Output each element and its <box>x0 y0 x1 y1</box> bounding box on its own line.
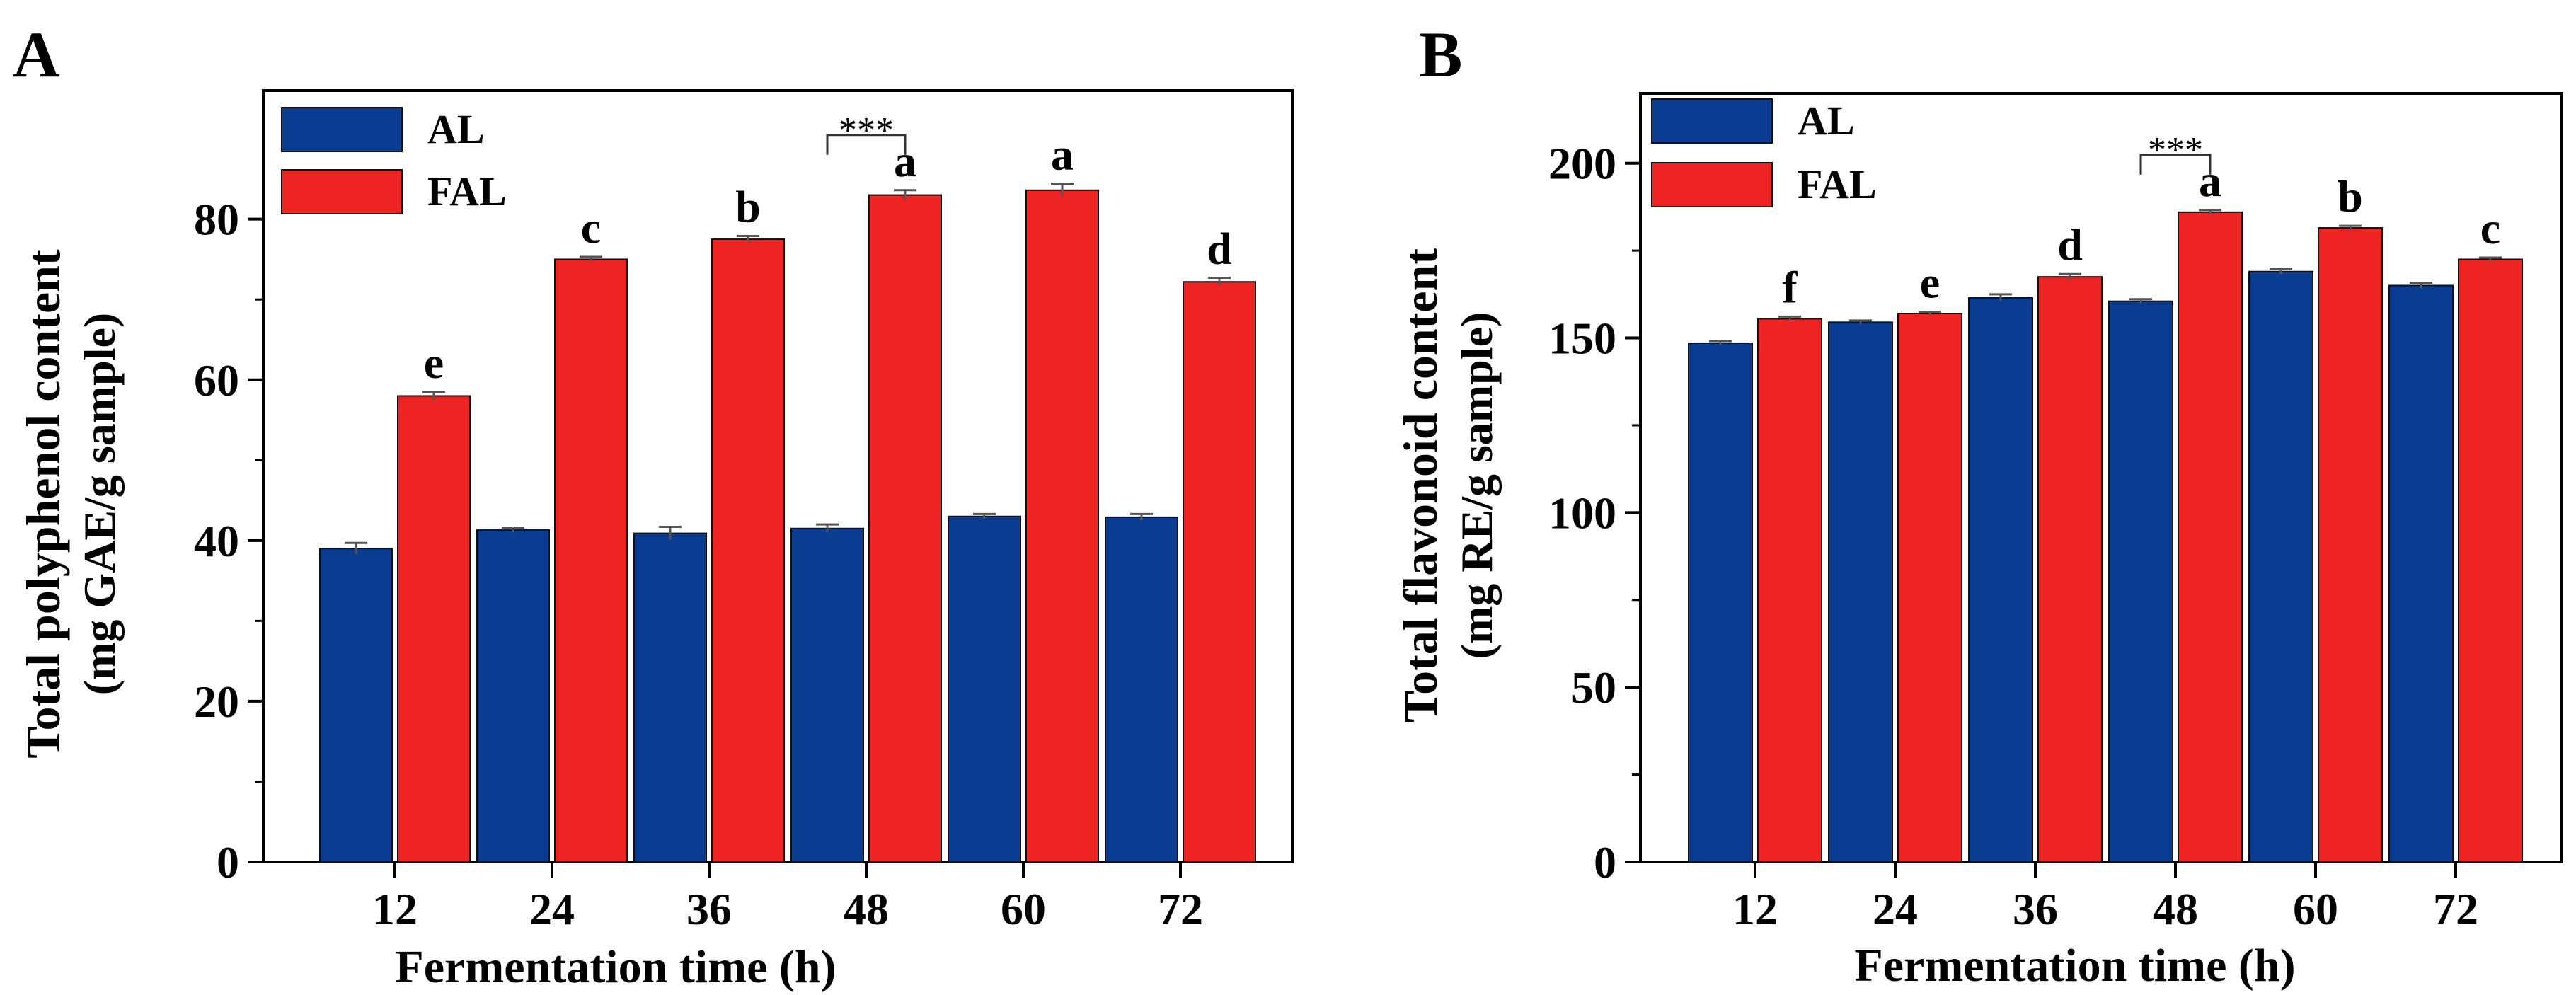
panel-a-letter-60: a <box>1051 130 1074 180</box>
panel-a-x-axis-title: Fermentation time (h) <box>395 941 836 993</box>
panel-a-x-tick-label: 24 <box>529 884 575 934</box>
panel-b-legend-swatch-fal <box>1651 162 1773 207</box>
panel-a-letter-36: b <box>735 182 761 232</box>
panel-b-bar-al-12 <box>1688 342 1753 863</box>
panel-a-y-title-line2: (mg GAE/g sample) <box>74 313 125 695</box>
panel-b-bar-fal-24 <box>1897 312 1962 863</box>
panel-b-x-tick-label: 60 <box>2293 884 2338 934</box>
panel-a-y-tick-label: 20 <box>194 677 239 727</box>
panel-b-bar-fal-36 <box>2037 276 2103 863</box>
panel-a-letter-24: c <box>581 202 601 253</box>
panel-b-x-tick-label: 72 <box>2433 884 2478 934</box>
panel-b-y-tick-label: 0 <box>1594 837 1616 887</box>
panel-b-letter-72: c <box>2480 203 2500 253</box>
panel-a-bar-fal-24 <box>554 258 628 863</box>
panel-b-x-tick-label: 12 <box>1732 884 1778 934</box>
panel-a-legend-label-al: AL <box>427 106 485 152</box>
panel-b-legend-label-fal: FAL <box>1798 161 1877 207</box>
panel-b-x-tick-label: 36 <box>2013 884 2058 934</box>
panel-b-bar-fal-12 <box>1757 318 1822 863</box>
panel-b-significance-label: *** <box>2148 130 2203 171</box>
panel-a-x-tick-label: 12 <box>372 884 418 934</box>
panel-a-significance-label: *** <box>839 110 894 151</box>
panel-b-bar-al-72 <box>2388 284 2454 863</box>
panel-a-bar-al-12 <box>319 548 393 863</box>
panel-b-bar-al-48 <box>2108 300 2173 863</box>
panel-b-bar-al-60 <box>2248 270 2313 863</box>
panel-b-x-tick-label: 24 <box>1873 884 1918 934</box>
panel-a-x-tick-label: 60 <box>1001 884 1046 934</box>
panel-a-significance-bracket <box>826 134 907 155</box>
panel-a-label: A <box>13 18 59 91</box>
panel-a-x-tick-label: 48 <box>844 884 889 934</box>
panel-b-legend-label-al: AL <box>1798 98 1855 144</box>
panel-a-bar-fal-48 <box>868 194 942 863</box>
panel-a-x-tick-label: 72 <box>1158 884 1203 934</box>
panel-a-bar-al-60 <box>948 515 1021 863</box>
panel-a-bar-fal-12 <box>397 395 471 863</box>
panel-b-letter-60: b <box>2338 171 2363 222</box>
panel-b-x-tick-label: 48 <box>2153 884 2198 934</box>
panel-a-y-tick-label: 40 <box>194 516 239 566</box>
panel-b-y-tick-label: 150 <box>1548 314 1616 364</box>
panel-a-bar-fal-36 <box>711 238 785 863</box>
panel-a-y-tick-label: 0 <box>217 837 239 887</box>
panel-a-legend-label-fal: FAL <box>427 168 507 214</box>
panel-b-letter-12: f <box>1782 262 1798 312</box>
chart-panel-b: B Total flavonoid content (mg RE/g sampl… <box>1393 18 2563 991</box>
panel-a-legend-swatch-fal <box>281 169 403 214</box>
panel-a-bar-fal-72 <box>1183 281 1256 863</box>
panel-b-legend-swatch-al <box>1651 98 1773 144</box>
panel-b-bar-al-24 <box>1828 321 1893 863</box>
panel-a-legend-swatch-al <box>281 107 403 152</box>
panel-b-x-axis-title: Fermentation time (h) <box>1854 940 2295 991</box>
panel-b-y-tick-label: 200 <box>1548 139 1616 189</box>
panel-b-y-title-line1: Total flavonoid content <box>1393 248 1447 723</box>
panel-b-letter-24: e <box>1920 258 1940 308</box>
chart-panel-a: A Total polyphenol content (mg GAE/g sam… <box>13 18 1294 993</box>
panel-b-bar-fal-60 <box>2318 227 2383 863</box>
panel-b-label: B <box>1419 18 1462 91</box>
panel-b-significance-bracket <box>2139 154 2212 175</box>
panel-a-bar-fal-60 <box>1025 189 1099 863</box>
panel-b-bar-al-36 <box>1968 297 2033 863</box>
panel-a-x-tick-label: 36 <box>686 884 732 934</box>
panel-a-bar-al-24 <box>476 529 550 863</box>
panel-b-y-axis-title: Total flavonoid content (mg RE/g sample) <box>1393 248 1502 723</box>
panel-b-bar-fal-48 <box>2178 211 2243 863</box>
panel-a-bar-al-48 <box>790 527 864 863</box>
panel-a-y-axis-title: Total polyphenol content (mg GAE/g sampl… <box>16 249 125 759</box>
panel-a-y-tick-label: 80 <box>194 195 239 245</box>
panel-b-y-tick-label: 100 <box>1548 488 1616 538</box>
panel-a-letter-72: d <box>1207 224 1232 274</box>
panel-a-y-title-line1: Total polyphenol content <box>16 249 70 759</box>
panel-a-bar-al-36 <box>633 532 707 863</box>
panel-a-bar-al-72 <box>1105 516 1178 863</box>
panel-b-y-tick-label: 50 <box>1571 662 1616 713</box>
panel-a-letter-12: e <box>424 338 444 388</box>
panel-a-y-tick-label: 60 <box>194 355 239 406</box>
panel-b-letter-36: d <box>2057 219 2083 270</box>
panel-b-bar-fal-72 <box>2458 258 2523 863</box>
panel-b-y-title-line2: (mg RE/g sample) <box>1451 312 1502 660</box>
